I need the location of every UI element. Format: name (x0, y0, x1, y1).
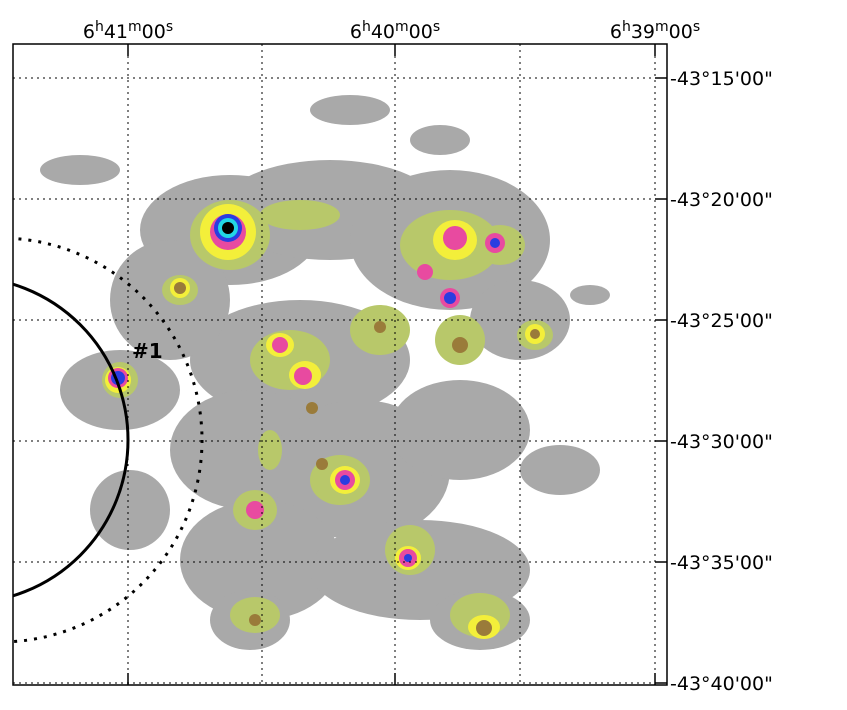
dec-label: -43°40'00" (670, 673, 773, 695)
ra-part: 00 (409, 21, 433, 43)
ra-part: m (395, 19, 409, 35)
ra-part: 00 (669, 21, 693, 43)
ra-part: 6 (350, 21, 362, 43)
ra-part: s (166, 19, 173, 35)
ra-part: m (128, 19, 142, 35)
dec-label: -43°20'00" (670, 189, 773, 211)
ra-label: 6h40m00s (350, 19, 440, 43)
ra-part: s (693, 19, 700, 35)
ra-part: 39 (631, 21, 655, 43)
ra-part: 6 (83, 21, 95, 43)
ra-part: 40 (371, 21, 395, 43)
ra-label: 6h39m00s (610, 19, 700, 43)
dec-label: -43°30'00" (670, 431, 773, 453)
ra-part: h (95, 19, 104, 35)
emission-map (0, 95, 610, 650)
ra-part: 6 (610, 21, 622, 43)
peak (222, 222, 234, 234)
source-label: #1 (132, 339, 163, 363)
sky-map: #1 6h41m00s 6h40m00s 6h39m00s -43°15'00"… (0, 0, 847, 706)
ra-part: 41 (104, 21, 128, 43)
ra-part: h (362, 19, 371, 35)
dec-label: -43°35'00" (670, 552, 773, 574)
ra-part: m (655, 19, 669, 35)
dec-label: -43°25'00" (670, 310, 773, 332)
solid-circle (0, 277, 128, 603)
ra-part: s (433, 19, 440, 35)
ra-part: 00 (142, 21, 166, 43)
ra-label: 6h41m00s (83, 19, 173, 43)
ra-part: h (622, 19, 631, 35)
dec-label: -43°15'00" (670, 68, 773, 90)
